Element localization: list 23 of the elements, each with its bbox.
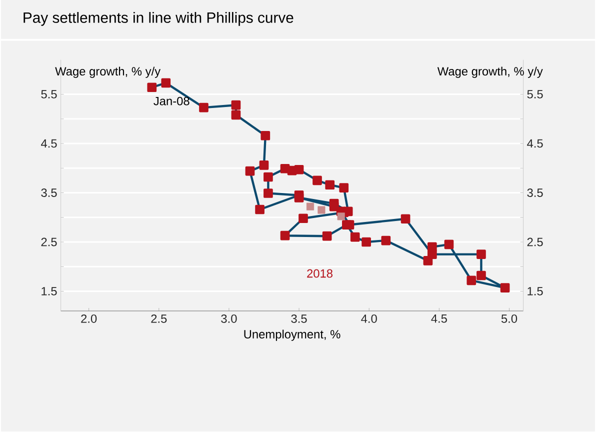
annotation: 2018 bbox=[307, 269, 332, 278]
y2-tick-label: 5.5 bbox=[527, 90, 543, 99]
y2-axis-title: Wage growth, % y/y bbox=[437, 67, 543, 78]
x-tick-label: 5.0 bbox=[501, 314, 518, 324]
y-tick-label: 5.5 bbox=[41, 90, 57, 99]
y-tick-label: 4.5 bbox=[41, 140, 57, 148]
y2-tick-label: 2.5 bbox=[527, 238, 543, 246]
y-tick-label: 1.5 bbox=[42, 287, 57, 296]
x-tick-label: 3.0 bbox=[221, 314, 237, 324]
x-tick-label: 2.0 bbox=[81, 314, 97, 324]
x-tick-label: 4.5 bbox=[431, 314, 447, 323]
x-tick-label: 3.5 bbox=[291, 314, 307, 324]
y-tick-label: 2.5 bbox=[41, 238, 57, 246]
y2-tick-label: 3.5 bbox=[527, 188, 543, 198]
y2-tick-label: 1.5 bbox=[528, 287, 543, 296]
x-tick-label: 4.0 bbox=[361, 314, 377, 324]
annotation: Jan-08 bbox=[154, 97, 190, 106]
y2-tick-label: 4.5 bbox=[527, 140, 543, 148]
y-tick-label: 3.5 bbox=[41, 188, 57, 198]
x-tick-label: 2.5 bbox=[151, 314, 167, 324]
chart-title: Pay settlements in line with Phillips curve bbox=[24, 12, 294, 26]
y-axis-title: Wage growth, % y/y bbox=[55, 67, 161, 78]
x-axis-title: Unemployment, % bbox=[244, 330, 340, 342]
